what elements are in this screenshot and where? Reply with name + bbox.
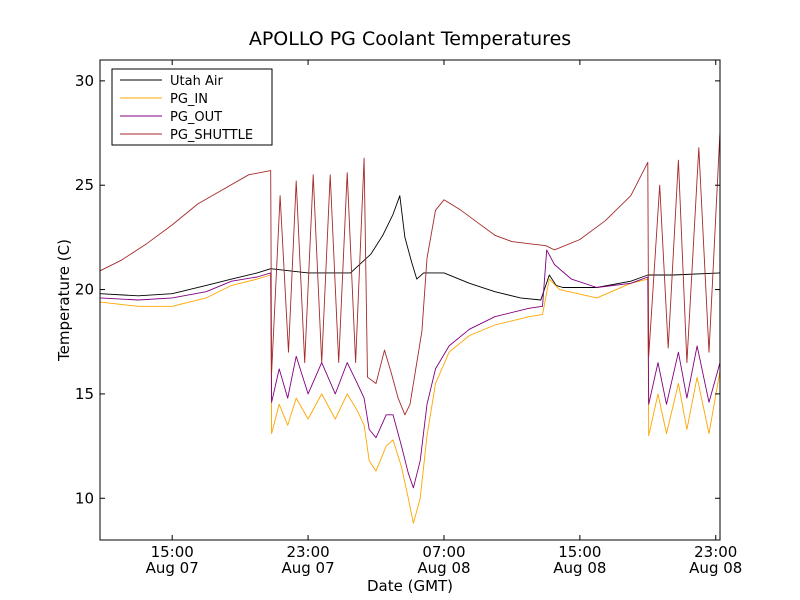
legend-label-pg-out: PG_OUT bbox=[170, 110, 222, 125]
legend-label-pg-in: PG_IN bbox=[170, 92, 208, 107]
x-axis-label: Date (GMT) bbox=[367, 577, 453, 595]
y-tick-label: 30 bbox=[75, 72, 94, 90]
series-line-utah-air bbox=[99, 195, 721, 301]
x-tick-label-date: Aug 07 bbox=[146, 559, 199, 577]
x-tick-label-time: 15:00 bbox=[558, 543, 601, 561]
plot-area bbox=[99, 130, 721, 524]
y-axis-label: Temperature (C) bbox=[55, 239, 73, 362]
x-tick-label-date: Aug 07 bbox=[282, 559, 335, 577]
x-tick-label-date: Aug 08 bbox=[689, 559, 742, 577]
series-line-pg-out bbox=[99, 249, 721, 489]
legend: Utah Air PG_IN PG_OUT PG_SHUTTLE bbox=[111, 68, 273, 146]
series-line-pg-in bbox=[99, 274, 721, 524]
x-tick-label-time: 07:00 bbox=[422, 543, 465, 561]
x-tick-label-date: Aug 08 bbox=[553, 559, 606, 577]
y-tick-label: 15 bbox=[75, 385, 94, 403]
chart-title: APOLLO PG Coolant Temperatures bbox=[249, 28, 571, 50]
x-tick-label-time: 15:00 bbox=[151, 543, 194, 561]
legend-label-utah-air: Utah Air bbox=[170, 74, 223, 89]
y-tick-label: 25 bbox=[75, 176, 94, 194]
x-tick-label-date: Aug 08 bbox=[417, 559, 470, 577]
series-line-pg-shuttle bbox=[99, 130, 721, 416]
legend-box bbox=[111, 68, 273, 146]
legend-label-pg-shuttle: PG_SHUTTLE bbox=[170, 128, 253, 143]
x-tick-label-time: 23:00 bbox=[286, 543, 329, 561]
y-tick-label: 10 bbox=[75, 489, 94, 507]
plot-frame bbox=[99, 59, 721, 541]
y-tick-label: 20 bbox=[75, 281, 94, 299]
x-tick-label-time: 23:00 bbox=[694, 543, 737, 561]
